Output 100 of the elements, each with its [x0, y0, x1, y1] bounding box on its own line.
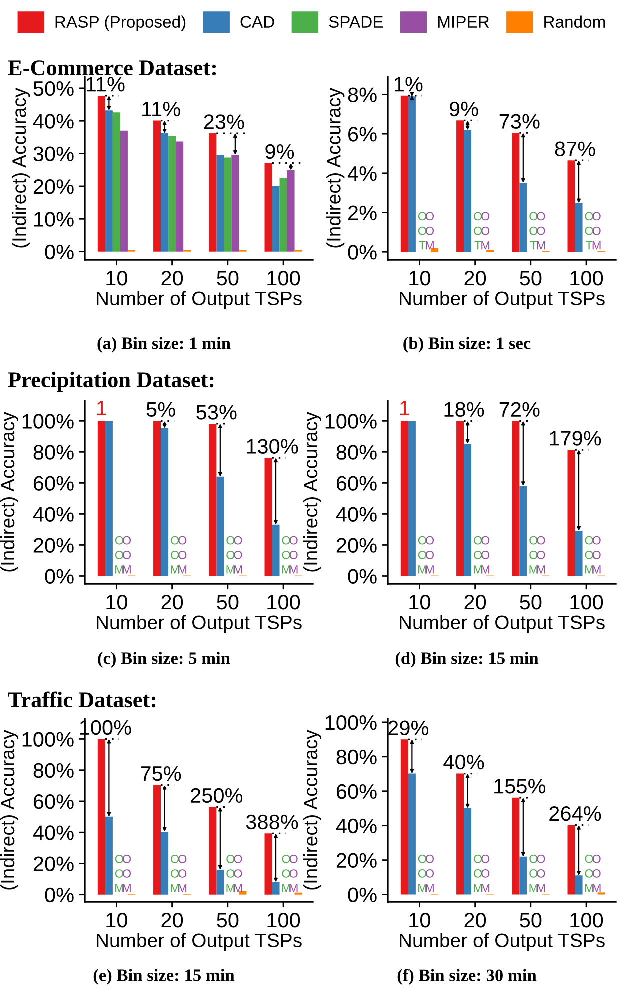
- x-axis-title: Number of Output TSPs: [400, 291, 605, 310]
- text: OOM: [482, 212, 490, 250]
- text: (a) Bin size: 1 min: [98, 337, 231, 353]
- bar: [264, 834, 272, 895]
- text: OOM: [226, 536, 235, 574]
- x-tick-label: 10: [106, 912, 128, 928]
- y-tick-label: 20%: [336, 538, 377, 553]
- y-tick-label: 80%: [336, 445, 377, 460]
- bar: [264, 163, 272, 252]
- chart-title: Traffic Dataset:: [8, 692, 156, 708]
- bar: [400, 96, 408, 252]
- x-tick-label: 20: [162, 912, 184, 928]
- text: OOT: [474, 212, 482, 250]
- text: OOM: [474, 854, 482, 892]
- text: OOM: [426, 854, 434, 892]
- text: OOM: [290, 854, 298, 892]
- text: OOM: [482, 536, 490, 574]
- bar: [154, 785, 162, 895]
- y-tick-label: 100%: [22, 414, 74, 429]
- bar: [239, 891, 247, 895]
- y-tick-label: 60%: [34, 476, 74, 491]
- annotation: 179%: [550, 431, 602, 446]
- bar: [98, 96, 106, 252]
- x-tick-label: 10: [410, 270, 430, 286]
- y-tick-label: 80%: [34, 445, 74, 460]
- y-tick-label: 4%: [348, 166, 377, 182]
- annotation: 11%: [86, 77, 125, 92]
- bar: [264, 458, 272, 576]
- y-tick-label: 60%: [34, 794, 74, 810]
- text: OOM: [592, 854, 601, 892]
- y-tick-label: 40%: [33, 826, 74, 840]
- y-axis-title: (Indirect) Accuracy: [303, 412, 322, 572]
- y-axis-title: (Indirect) Accuracy: [0, 412, 19, 572]
- x-axis-title: Number of Output TSPs: [97, 933, 302, 952]
- y-tick-label: 20%: [34, 538, 74, 553]
- x-tick-label: 10: [106, 270, 128, 286]
- x-tick-label: 50: [217, 594, 239, 610]
- x-tick-label: 100: [570, 594, 604, 610]
- y-tick-label: 20%: [336, 853, 377, 868]
- x-tick-label: 20: [464, 270, 486, 286]
- annotation: 18%: [444, 402, 484, 418]
- annotation: 1: [400, 401, 410, 416]
- y-tick-label: 8%: [348, 88, 377, 102]
- x-tick-label: 20: [464, 912, 486, 928]
- x-tick-label: 100: [268, 594, 300, 610]
- text: OOM: [530, 536, 538, 574]
- bar: [120, 130, 128, 252]
- y-tick-label: 40%: [33, 114, 74, 129]
- x-tick-label: 50: [520, 912, 542, 928]
- bar: [568, 825, 576, 895]
- bar: [456, 421, 464, 576]
- x-tick-label: 50: [520, 270, 542, 286]
- text: OOM: [290, 536, 298, 574]
- x-tick-label: 20: [162, 594, 184, 610]
- y-tick-label: 10%: [34, 212, 74, 227]
- annotation: 23%: [204, 114, 244, 130]
- text: OOM: [537, 536, 546, 574]
- bar: [98, 739, 106, 895]
- x-tick-label: 100: [570, 912, 604, 928]
- y-tick-label: 20%: [34, 179, 74, 194]
- text: OOT: [530, 212, 538, 250]
- x-tick-label: 50: [217, 912, 239, 928]
- annotation: 5%: [146, 402, 176, 418]
- bar: [209, 807, 217, 895]
- bar: [512, 133, 520, 252]
- x-tick-label: 10: [106, 594, 128, 610]
- bar: [272, 186, 280, 252]
- text: OOM: [122, 536, 132, 574]
- bar: [280, 178, 288, 252]
- text: OOM: [226, 854, 235, 892]
- text: OOT: [418, 212, 426, 250]
- annotation: 155%: [494, 779, 546, 794]
- x-tick-label: 50: [217, 270, 239, 286]
- bar: [568, 160, 576, 252]
- bar: [456, 120, 464, 252]
- y-axis-title: (Indirect) Accuracy: [0, 730, 19, 890]
- y-tick-label: 0%: [45, 569, 74, 584]
- bar: [512, 798, 520, 895]
- bar: [224, 158, 232, 252]
- text: OOM: [418, 536, 426, 574]
- y-tick-label: 2%: [348, 206, 377, 220]
- bar: [430, 248, 438, 252]
- text: OOM: [592, 212, 601, 250]
- x-axis-title: Number of Output TSPs: [400, 933, 605, 952]
- y-tick-label: 0%: [348, 569, 377, 584]
- text: OOM: [482, 854, 490, 892]
- x-axis-title: Number of Output TSPs: [400, 615, 605, 634]
- x-axis-title: Number of Output TSPs: [97, 291, 302, 310]
- y-tick-label: 40%: [33, 507, 74, 522]
- annotation: 250%: [191, 788, 243, 804]
- x-tick-label: 20: [464, 594, 486, 610]
- annotation: 1: [97, 401, 106, 416]
- text: OOM: [115, 854, 124, 892]
- y-tick-label: 60%: [336, 476, 377, 491]
- bar: [154, 120, 162, 252]
- y-tick-label: 100%: [22, 732, 74, 747]
- text: OOM: [234, 854, 242, 892]
- y-tick-label: 20%: [34, 856, 74, 872]
- y-tick-label: 40%: [336, 818, 377, 834]
- text: OOM: [530, 854, 538, 892]
